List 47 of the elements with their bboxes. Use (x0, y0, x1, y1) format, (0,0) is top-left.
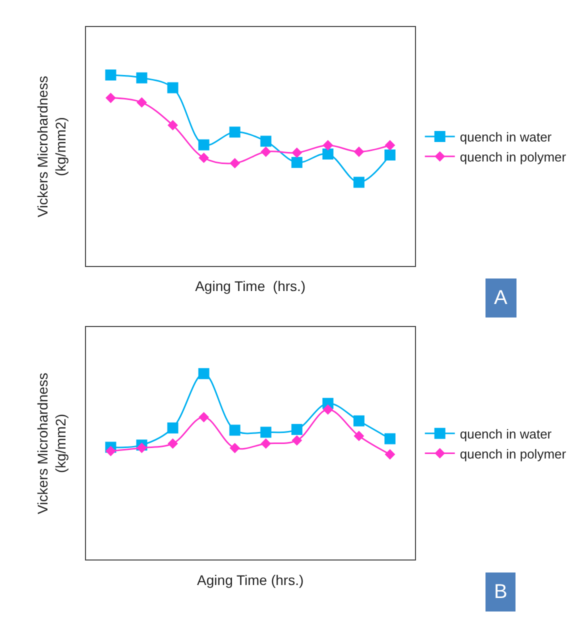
point (292, 147, 302, 158)
point (198, 139, 210, 150)
point (105, 69, 116, 80)
point (168, 120, 178, 130)
point (291, 424, 302, 435)
point (198, 412, 210, 422)
x-axis-title: Aging Time (hrs.) (195, 278, 306, 294)
point (136, 97, 147, 108)
point (353, 176, 364, 188)
point (292, 435, 302, 446)
legend-label: quench in polymer (460, 150, 567, 164)
point (354, 146, 364, 157)
point (106, 92, 116, 104)
point (260, 136, 272, 147)
point (106, 446, 116, 456)
point (136, 442, 147, 454)
point (260, 426, 272, 438)
text: A (494, 287, 508, 309)
point (260, 438, 272, 449)
point (229, 126, 240, 138)
point (230, 442, 240, 454)
y-axis-title: Vickers Microhardness (kg/mm2) (34, 76, 68, 218)
point (136, 72, 148, 84)
y-axis-title: Vickers Microhardness (kg/mm2) (34, 372, 68, 514)
point (384, 149, 396, 160)
point (384, 140, 396, 150)
point (260, 146, 272, 157)
legend-label: quench in water (460, 426, 552, 442)
point (198, 368, 210, 380)
point (198, 152, 210, 164)
point (291, 156, 302, 168)
legend-label: quench in polymer (460, 446, 567, 462)
legend-label: quench in water (460, 130, 552, 145)
point (322, 148, 334, 160)
point (322, 404, 334, 415)
point (322, 140, 334, 150)
point (230, 158, 240, 168)
point (384, 433, 396, 444)
point (167, 422, 178, 434)
x-axis-title: Aging Time (hrs.) (197, 572, 304, 588)
point (167, 82, 178, 94)
text: B (494, 581, 508, 603)
point (353, 415, 364, 426)
point (229, 424, 240, 436)
point (384, 449, 396, 460)
point (168, 438, 178, 449)
point (354, 430, 364, 442)
